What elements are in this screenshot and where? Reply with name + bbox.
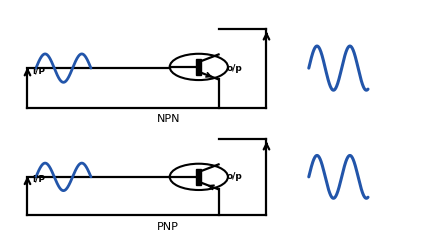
- Bar: [196, 59, 201, 75]
- Text: i/P: i/P: [33, 175, 46, 184]
- Text: o/p: o/p: [226, 64, 242, 73]
- Text: o/p: o/p: [226, 172, 242, 181]
- Text: NPN: NPN: [157, 114, 180, 124]
- Text: i/P: i/P: [33, 66, 46, 75]
- Bar: [196, 169, 201, 185]
- Text: PNP: PNP: [157, 222, 179, 232]
